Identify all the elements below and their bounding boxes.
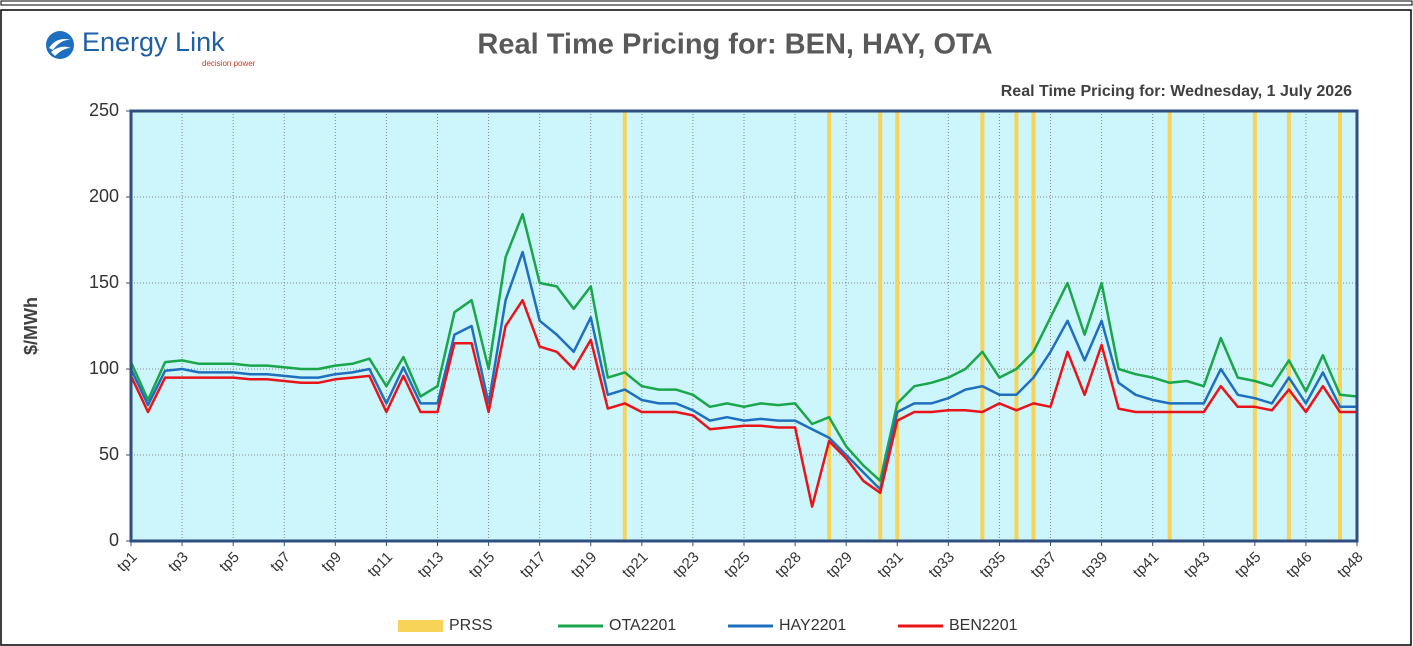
y-tick-label: 150 [89,272,119,292]
prss-bar [1252,111,1257,541]
logo-tagline: decision power [202,59,256,68]
y-tick-label: 250 [89,100,119,120]
logo-swirl [49,39,71,56]
prss-bar [1286,111,1291,541]
chart-title: Real Time Pricing for: BEN, HAY, OTA [477,29,992,61]
prss-bar [1014,111,1019,541]
y-axis-label: $/MWh [21,297,41,355]
chart-subtitle: Real Time Pricing for: Wednesday, 1 July… [1001,83,1352,100]
prss-bar [1031,111,1036,541]
top-frame [0,0,1413,6]
series-line [129,212,1358,483]
prss-bar [895,111,900,541]
prss-bar [980,111,985,541]
y-tick-label: 100 [89,358,119,378]
legend-swatch [398,620,443,632]
prss-bar [1167,111,1172,541]
legend-label: BEN2201 [949,617,1018,634]
prss-bar [827,111,832,541]
prss-bar [878,111,883,541]
legend-label: PRSS [449,617,493,634]
y-tick-label: 200 [89,186,119,206]
logo-icon [46,31,74,59]
prss-bar [622,111,627,541]
legend-label: OTA2201 [609,617,676,634]
prss-bar [1337,111,1342,541]
logo-name: Energy Link [82,27,225,57]
legend-label: HAY2201 [779,617,846,634]
plot-border [129,109,1359,543]
logo: Energy Link decision power [46,27,256,68]
series-line [129,298,1357,508]
y-tick-label: 0 [109,530,119,550]
series-line [129,250,1357,491]
plot-area [131,111,1357,541]
y-tick-label: 50 [99,444,119,464]
